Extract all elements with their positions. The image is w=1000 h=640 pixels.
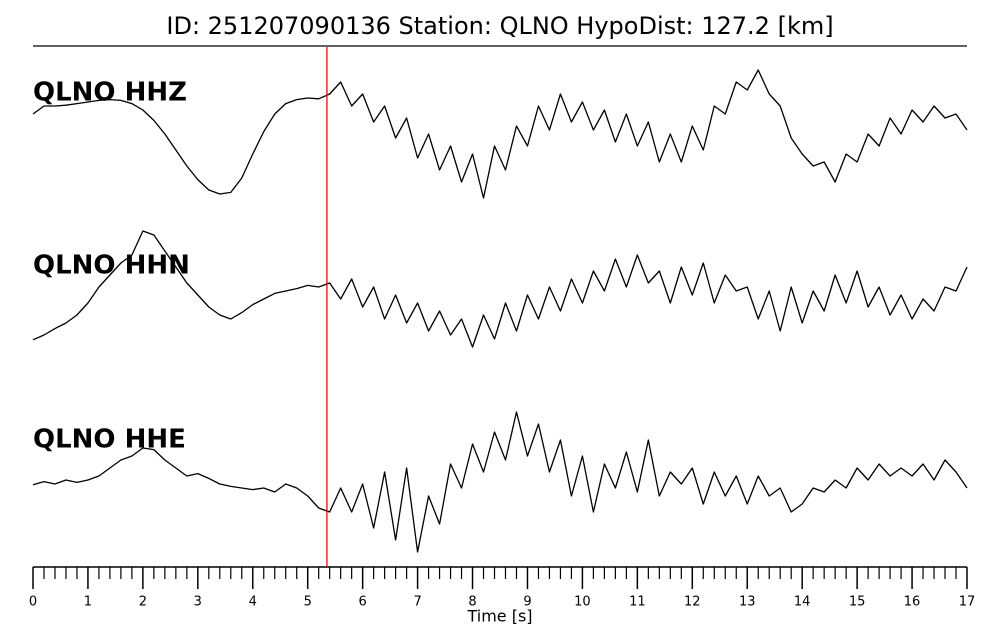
x-tick-label: 8 bbox=[468, 595, 476, 610]
x-tick-label: 16 bbox=[904, 595, 921, 610]
x-tick-label: 0 bbox=[29, 595, 37, 610]
x-tick-label: 2 bbox=[139, 595, 147, 610]
x-axis-label: Time [s] bbox=[466, 607, 532, 626]
x-tick-label: 7 bbox=[413, 595, 421, 610]
x-tick-label: 14 bbox=[794, 595, 811, 610]
x-tick-label: 1 bbox=[84, 595, 92, 610]
x-tick-label: 12 bbox=[684, 595, 701, 610]
x-tick-label: 11 bbox=[629, 595, 646, 610]
x-tick-label: 5 bbox=[304, 595, 312, 610]
trace bbox=[32, 230, 968, 348]
x-tick-label: 9 bbox=[523, 595, 531, 610]
trace bbox=[32, 69, 968, 199]
x-tick-label: 15 bbox=[849, 595, 866, 610]
trace-label: QLNO HHZ bbox=[33, 78, 187, 108]
x-tick-label: 13 bbox=[739, 595, 756, 610]
x-tick-label: 10 bbox=[574, 595, 591, 610]
chart-title: ID: 251207090136 Station: QLNO HypoDist:… bbox=[166, 12, 833, 40]
x-tick-label: 4 bbox=[249, 595, 257, 610]
trace-label: QLNO HHE bbox=[33, 425, 186, 455]
trace bbox=[32, 411, 968, 553]
x-tick-label: 3 bbox=[194, 595, 202, 610]
x-tick-label: 6 bbox=[359, 595, 367, 610]
trace-label: QLNO HHN bbox=[33, 251, 190, 281]
x-tick-label: 17 bbox=[959, 595, 976, 610]
